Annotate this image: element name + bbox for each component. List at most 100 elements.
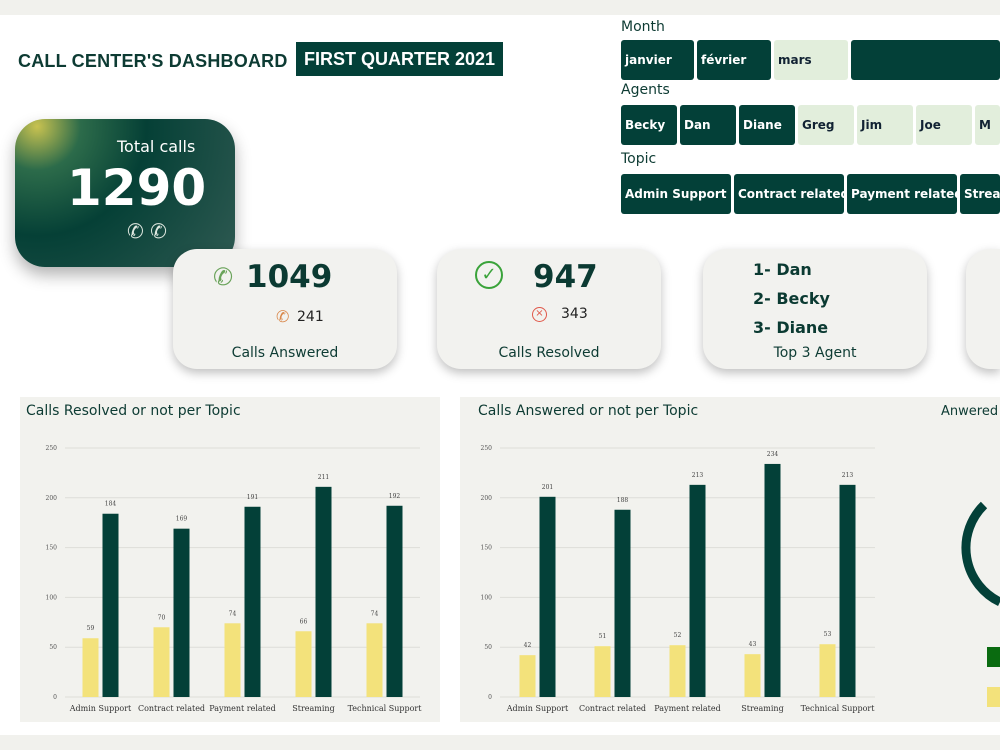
data-label: 188 bbox=[617, 497, 629, 504]
y-tick-label: 50 bbox=[49, 644, 57, 651]
incoming-call-icon: ✆ bbox=[150, 219, 167, 243]
agents-slicer-item[interactable]: Diane bbox=[739, 105, 795, 145]
data-label: 74 bbox=[229, 610, 237, 617]
month-slicer-item[interactable]: janvier bbox=[621, 40, 694, 80]
top-agent-3: 3- Diane bbox=[753, 318, 829, 337]
data-label: 169 bbox=[176, 516, 188, 523]
agents-slicer: Becky Dan Diane Greg Jim Joe M bbox=[621, 105, 1000, 145]
bar bbox=[153, 627, 170, 697]
y-tick-label: 250 bbox=[46, 445, 58, 452]
bar bbox=[295, 631, 312, 697]
x-tick-label: Technical Support bbox=[348, 704, 423, 713]
month-slicer-item[interactable] bbox=[851, 40, 1000, 80]
bar bbox=[539, 496, 556, 697]
data-label: 184 bbox=[105, 501, 117, 508]
agents-slicer-item[interactable]: Greg bbox=[798, 105, 854, 145]
data-label: 201 bbox=[542, 484, 553, 491]
bar bbox=[689, 484, 706, 697]
x-tick-label: Contract related bbox=[138, 704, 205, 713]
data-label: 191 bbox=[247, 494, 258, 501]
month-slicer: janvier février mars bbox=[621, 40, 1000, 80]
data-label: 42 bbox=[524, 642, 532, 649]
answered-chart-panel: Calls Answered or not per Topic 0 50 100 15… bbox=[460, 397, 880, 722]
incoming-call-icon: ✆ bbox=[213, 263, 234, 291]
top-agents-caption: Top 3 Agent bbox=[773, 345, 857, 361]
partial-card bbox=[966, 249, 1000, 369]
agents-slicer-label: Agents bbox=[621, 82, 670, 98]
donut-chart bbox=[961, 501, 1000, 707]
x-tick-label: Streaming bbox=[741, 704, 783, 713]
missed-call-icon: ✆ bbox=[127, 219, 144, 243]
answered-value: 1049 bbox=[246, 259, 333, 295]
x-tick-label: Admin Support bbox=[506, 704, 569, 713]
y-tick-label: 100 bbox=[481, 594, 493, 601]
y-tick-label: 100 bbox=[46, 594, 58, 601]
legend-swatch-yellow bbox=[987, 687, 1000, 707]
bar bbox=[764, 463, 781, 697]
x-tick-label: Payment related bbox=[654, 704, 721, 713]
answered-chart-title: Calls Answered or not per Topic bbox=[478, 403, 699, 419]
y-tick-label: 150 bbox=[46, 545, 58, 552]
answered-caption: Calls Answered bbox=[231, 345, 339, 361]
month-slicer-item[interactable]: février bbox=[697, 40, 771, 80]
legend-swatch-green bbox=[987, 647, 1000, 667]
x-tick-label: Technical Support bbox=[801, 704, 876, 713]
data-label: 70 bbox=[158, 614, 166, 621]
bar bbox=[315, 486, 332, 697]
bar bbox=[224, 623, 241, 697]
data-label: 234 bbox=[767, 451, 779, 458]
data-label: 213 bbox=[842, 472, 854, 479]
data-label: 51 bbox=[599, 633, 607, 640]
answered-chart: 0 50 100 150 200 250 Admin Support 42 201 Contrac… bbox=[481, 445, 876, 713]
bar bbox=[614, 509, 631, 697]
y-tick-label: 50 bbox=[484, 644, 492, 651]
bar bbox=[519, 655, 536, 697]
top-agent-1: 1- Dan bbox=[753, 260, 812, 279]
bar bbox=[386, 505, 403, 697]
x-tick-label: Payment related bbox=[209, 704, 276, 713]
agents-slicer-item[interactable]: Dan bbox=[680, 105, 736, 145]
data-label: 66 bbox=[300, 618, 308, 625]
calls-answered-card: ✆ 1049 ✆ 241 Calls Answered bbox=[173, 249, 397, 369]
donut-panel: Anwered bbox=[880, 397, 1000, 722]
bar bbox=[244, 506, 261, 697]
x-circle-icon: × bbox=[532, 307, 547, 322]
bar bbox=[82, 638, 99, 697]
bar bbox=[102, 513, 119, 697]
resolved-caption: Calls Resolved bbox=[498, 345, 600, 361]
unanswered-value: 241 bbox=[297, 309, 324, 325]
resolved-value: 947 bbox=[533, 259, 598, 295]
bar bbox=[839, 484, 856, 697]
agents-slicer-item[interactable]: Becky bbox=[621, 105, 677, 145]
data-label: 43 bbox=[749, 641, 757, 648]
y-tick-label: 0 bbox=[53, 694, 57, 701]
bar bbox=[669, 645, 686, 697]
y-tick-label: 200 bbox=[46, 495, 58, 502]
data-label: 192 bbox=[389, 493, 401, 500]
bar bbox=[819, 644, 836, 697]
agents-slicer-item[interactable]: Joe bbox=[916, 105, 972, 145]
data-label: 59 bbox=[87, 625, 95, 632]
resolved-chart-panel: Calls Resolved or not per Topic 0 50 100 15… bbox=[20, 397, 440, 722]
agents-slicer-item[interactable]: M bbox=[975, 105, 1000, 145]
y-tick-label: 200 bbox=[481, 495, 493, 502]
topic-slicer-item[interactable]: Stream bbox=[960, 174, 1000, 214]
topic-slicer-label: Topic bbox=[621, 151, 657, 167]
total-calls-value: 1290 bbox=[67, 159, 207, 217]
x-tick-label: Contract related bbox=[579, 704, 646, 713]
month-slicer-item[interactable]: mars bbox=[774, 40, 848, 80]
x-tick-label: Streaming bbox=[292, 704, 334, 713]
topic-slicer-item[interactable]: Admin Support bbox=[621, 174, 731, 214]
total-calls-label: Total calls bbox=[117, 137, 196, 156]
y-tick-label: 0 bbox=[488, 694, 492, 701]
donut-arc bbox=[961, 501, 1000, 607]
data-label: 52 bbox=[674, 632, 682, 639]
topic-slicer-item[interactable]: Contract related bbox=[734, 174, 844, 214]
resolved-chart-title: Calls Resolved or not per Topic bbox=[26, 403, 241, 419]
topic-slicer-item[interactable]: Payment related bbox=[847, 174, 957, 214]
bar bbox=[173, 528, 190, 697]
data-label: 53 bbox=[824, 631, 832, 638]
calls-resolved-card: ✓ 947 × 343 Calls Resolved bbox=[437, 249, 661, 369]
x-tick-label: Admin Support bbox=[69, 704, 132, 713]
agents-slicer-item[interactable]: Jim bbox=[857, 105, 913, 145]
